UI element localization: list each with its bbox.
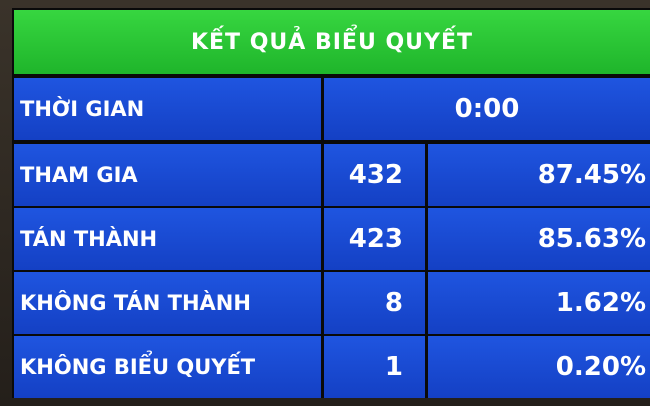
count: 432 [324,144,425,206]
result-table: THỜI GIAN 0:00 THAM GIA 432 87.45% TÁN THÀNH 4… [14,78,650,398]
percent: 1.62% [428,272,650,334]
row-label: THỜI GIAN [14,78,321,140]
count: 8 [324,272,425,334]
count: 1 [324,336,425,398]
count: 0:00 [324,78,650,140]
count: 423 [324,208,425,270]
header-title: KẾT QUẢ BIỂU QUYẾT [14,10,650,74]
row-label: KHÔNG TÁN THÀNH [14,272,321,334]
row-label: THAM GIA [14,144,321,206]
percent: 0.20% [428,336,650,398]
percent: 85.63% [428,208,650,270]
row-label: TÁN THÀNH [14,208,321,270]
percent: 87.45% [428,144,650,206]
row-label: KHÔNG BIỂU QUYẾT [14,336,321,398]
